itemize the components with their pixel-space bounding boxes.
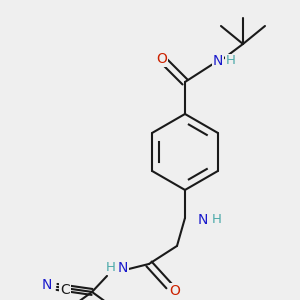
Text: N: N [118,261,128,275]
Text: C: C [60,283,70,297]
Text: N: N [213,54,223,68]
Text: N: N [198,213,208,227]
Text: O: O [169,284,180,298]
Text: O: O [157,52,167,66]
Text: H: H [212,213,222,226]
Text: H: H [106,261,116,274]
Text: N: N [42,278,52,292]
Text: H: H [226,55,236,68]
